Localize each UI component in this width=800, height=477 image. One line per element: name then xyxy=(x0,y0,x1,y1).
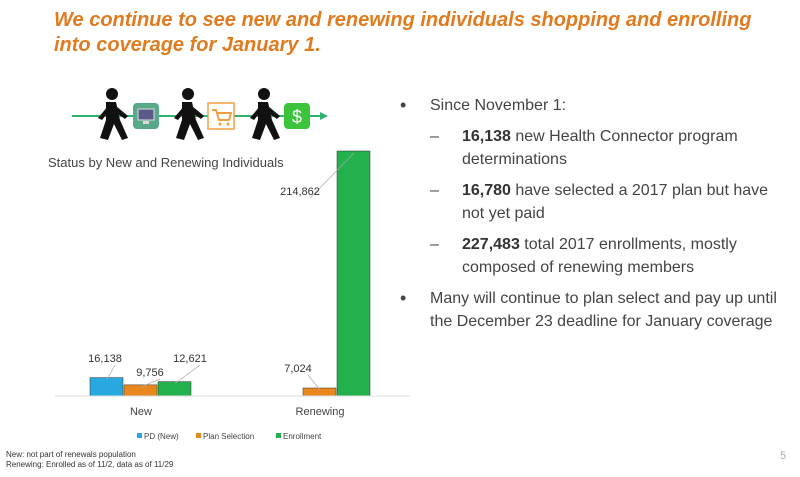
leader-line xyxy=(174,364,201,384)
process-icons: $ xyxy=(72,88,328,140)
sub-bullet: –16,780 have selected a 2017 plan but ha… xyxy=(430,182,769,222)
chart-title: Status by New and Renewing Individuals xyxy=(48,155,284,170)
shopping-cart-icon xyxy=(207,102,235,130)
bullet-list: Since November 1: –16,138 new Health Con… xyxy=(400,94,780,341)
bullet: Since November 1: xyxy=(400,94,780,117)
leader-line xyxy=(309,152,355,199)
legend: PD (New) Plan Selection Enrollment xyxy=(137,432,322,441)
data-label: 12,621 xyxy=(173,353,207,365)
leader-line xyxy=(307,374,321,391)
data-label: 16,138 xyxy=(88,353,122,365)
data-label: 9,756 xyxy=(136,367,164,379)
bullet: Many will continue to plan select and pa… xyxy=(400,287,780,333)
bar-pd-new--new xyxy=(89,377,124,397)
legend-swatch-enrollment xyxy=(276,433,281,438)
data-label: 7,024 xyxy=(284,363,312,375)
sub-bullet: –16,138 new Health Connector program det… xyxy=(430,128,738,168)
walking-person-icon xyxy=(174,88,204,140)
data-label: 214,862 xyxy=(280,186,320,198)
category-label: New xyxy=(130,406,152,418)
walking-person-icon xyxy=(98,88,128,140)
leader-line xyxy=(106,364,116,380)
slide-title: We continue to see new and renewing indi… xyxy=(54,9,752,56)
page-number: 5 xyxy=(780,450,787,462)
category-label: Renewing xyxy=(296,406,345,418)
svg-text:$: $ xyxy=(292,107,302,127)
computer-monitor-icon xyxy=(133,103,159,129)
bar-plan-selection-new xyxy=(123,384,158,397)
bar-enrollment-renewing xyxy=(336,150,371,397)
walking-person-icon xyxy=(250,88,280,140)
bar-chart: Status by New and Renewing Individuals 1… xyxy=(48,150,410,441)
legend-swatch-plan-selection xyxy=(196,433,201,438)
footnotes: New: not part of renewals population Ren… xyxy=(6,450,174,469)
legend-label: PD (New) xyxy=(144,432,179,441)
legend-label: Enrollment xyxy=(283,432,322,441)
dollar-icon: $ xyxy=(284,103,310,129)
bar-enrollment-new xyxy=(157,381,192,397)
legend-swatch-pd xyxy=(137,433,142,438)
sub-bullet: –227,483 total 2017 enrollments, mostly … xyxy=(430,236,737,276)
leader-line xyxy=(140,378,161,388)
legend-label: Plan Selection xyxy=(203,432,254,441)
